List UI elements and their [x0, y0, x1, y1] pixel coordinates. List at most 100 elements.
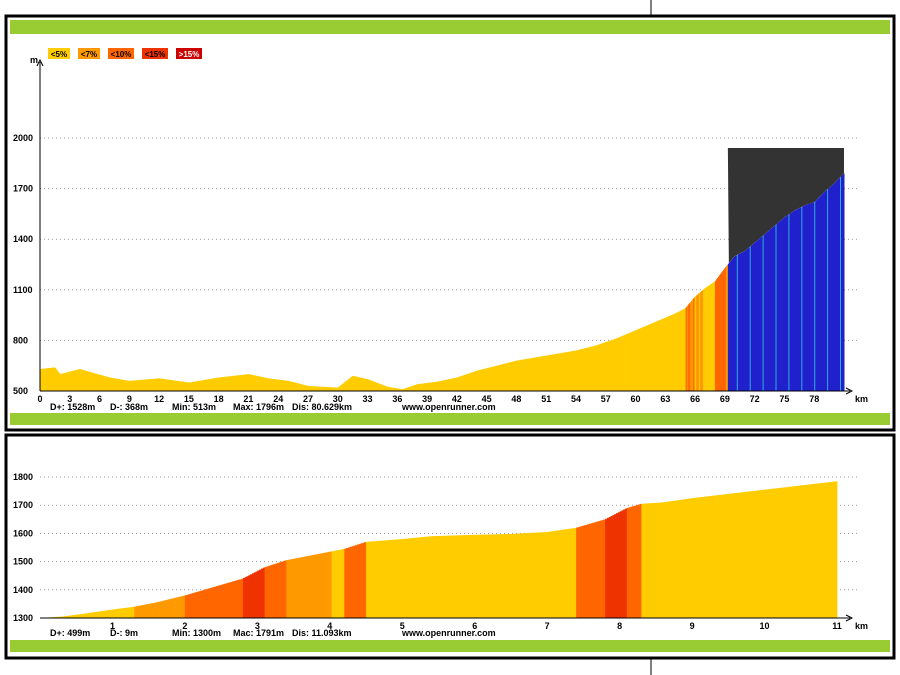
elevation-strip [686, 498, 689, 618]
elevation-strip [356, 376, 359, 391]
elevation-strip [713, 281, 716, 391]
elevation-strip [247, 374, 249, 391]
elevation-strip [131, 380, 133, 391]
elevation-strip [385, 386, 387, 391]
elevation-strip [427, 536, 430, 618]
elevation-strip [563, 352, 565, 391]
y-tick-label: 1800 [13, 472, 33, 482]
elevation-strip [275, 563, 278, 618]
elevation-strip [375, 541, 378, 618]
elevation-strip [123, 379, 125, 391]
elevation-strip [61, 616, 64, 618]
elevation-strip [412, 385, 414, 391]
elevation-strip [593, 345, 596, 391]
elevation-strip [186, 594, 189, 618]
elevation-strip [628, 333, 630, 391]
elevation-strip [304, 385, 306, 391]
elevation-strip [391, 387, 393, 391]
elevation-strip [87, 371, 90, 391]
elevation-strip [90, 612, 93, 618]
elevation-strip [531, 358, 533, 391]
elevation-strip [424, 536, 427, 618]
elevation-strip [523, 359, 525, 391]
elevation-strip [151, 378, 153, 391]
x-tick-label: 39 [422, 394, 432, 404]
elevation-strip [630, 506, 633, 618]
elevation-strip [828, 188, 830, 391]
elevation-strip [564, 352, 566, 391]
elevation-strip [498, 534, 501, 618]
elevation-strip [679, 311, 681, 391]
elevation-strip [156, 378, 158, 391]
elevation-strip [580, 349, 583, 391]
elevation-strip [266, 378, 268, 391]
elevation-strip [661, 502, 664, 618]
elevation-strip [697, 497, 700, 618]
elevation-strip [797, 208, 799, 391]
elevation-strip [380, 540, 383, 618]
elevation-strip [94, 612, 97, 618]
elevation-strip [60, 373, 63, 391]
elevation-strip [655, 502, 659, 618]
elevation-strip [168, 379, 170, 391]
elevation-strip [677, 312, 679, 391]
elevation-strip [107, 610, 110, 618]
elevation-strip [108, 609, 112, 618]
elevation-strip [692, 498, 695, 618]
elevation-strip [779, 221, 781, 391]
elevation-strip [98, 374, 100, 391]
elevation-strip [371, 541, 374, 618]
elevation-strip [743, 251, 746, 391]
x-axis-label: km [855, 394, 868, 404]
elevation-strip [568, 351, 570, 391]
elevation-strip [672, 314, 674, 391]
elevation-strip [71, 370, 74, 391]
elevation-strip [312, 386, 315, 391]
elevation-strip [456, 535, 459, 618]
elevation-strip [67, 371, 70, 391]
elevation-strip [305, 385, 307, 391]
elevation-strip [85, 613, 88, 618]
y-tick-label: 500 [13, 386, 28, 396]
elevation-strip [706, 496, 709, 618]
elevation-strip [365, 378, 367, 391]
elevation-strip [684, 499, 688, 618]
elevation-strip [665, 317, 667, 391]
elevation-strip [384, 385, 386, 391]
elevation-strip [294, 382, 296, 391]
elevation-strip [43, 368, 46, 391]
elevation-strip [394, 388, 396, 391]
elevation-strip [655, 321, 657, 391]
elevation-strip [676, 312, 678, 391]
elevation-strip [96, 373, 98, 391]
elevation-strip [426, 383, 428, 391]
elevation-strip [715, 495, 718, 618]
elevation-strip [262, 377, 264, 391]
elevation-strip [590, 346, 593, 391]
elevation-strip [844, 173, 845, 391]
elevation-strip [536, 532, 539, 618]
elevation-strip [163, 378, 165, 391]
elevation-strip [77, 369, 80, 391]
elevation-strip [199, 380, 202, 391]
elevation-strip [695, 497, 698, 618]
elevation-strip [509, 533, 512, 618]
elevation-strip [692, 299, 694, 391]
elevation-strip [711, 283, 714, 391]
elevation-strip [387, 386, 389, 391]
elevation-strip [213, 586, 217, 618]
elevation-strip [558, 530, 561, 618]
elevation-strip [536, 357, 538, 391]
elevation-strip [277, 379, 279, 391]
elevation-strip [233, 580, 237, 618]
elevation-strip [561, 529, 564, 618]
elevation-strip [78, 614, 81, 618]
elevation-strip [644, 503, 648, 618]
elevation-strip [535, 357, 537, 391]
elevation-strip [802, 485, 805, 618]
elevation-strip [373, 541, 376, 618]
elevation-strip [637, 329, 639, 391]
green-footer-bar [10, 413, 890, 425]
elevation-strip [496, 365, 498, 391]
elevation-strip [618, 337, 621, 391]
